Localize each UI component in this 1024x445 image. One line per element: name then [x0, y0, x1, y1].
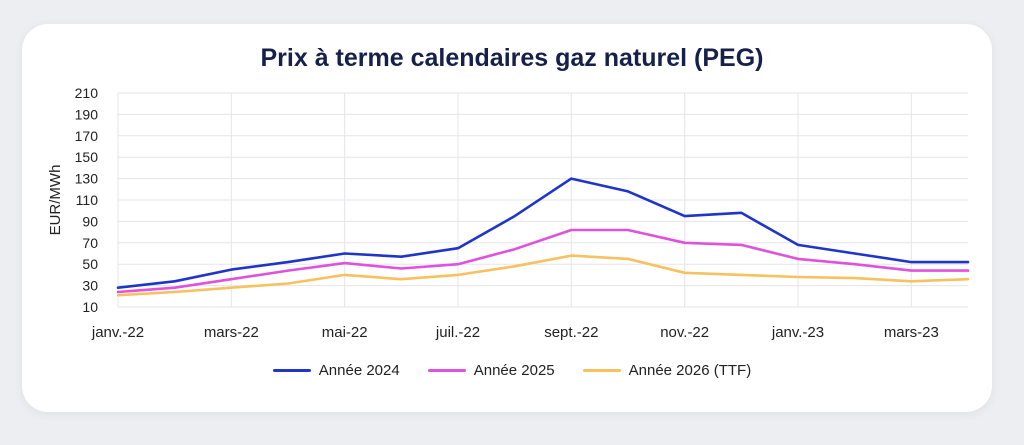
y-tick-label: 110 — [76, 192, 99, 208]
y-tick-label: 30 — [82, 278, 98, 294]
legend-swatch-2026 — [582, 369, 621, 372]
chart-title: Prix à terme calendaires gaz naturel (PE… — [260, 44, 764, 72]
y-tick-label: 150 — [75, 149, 99, 165]
y-axis-label: EUR/MWh — [47, 165, 64, 236]
x-tick-label: mars-23 — [884, 324, 939, 341]
x-tick-label: janv.-23 — [771, 324, 824, 341]
x-axis-ticks: janv.-22 mars-22 mai-22 juil.-22 sept.-22 nov… — [91, 324, 939, 341]
x-tick-label: sept.-22 — [544, 324, 598, 341]
legend-label-2025: Année 2025 — [473, 362, 555, 379]
series-line-0 — [116, 177, 970, 290]
y-tick-label: 90 — [82, 213, 98, 229]
y-tick-label: 130 — [75, 171, 99, 187]
legend-label-2026: Année 2026 (TTF) — [628, 362, 752, 379]
x-tick-label: janv.-22 — [91, 324, 144, 341]
x-tick-label: mars-22 — [204, 324, 259, 341]
y-tick-label: 10 — [82, 299, 98, 315]
legend-item-2025: Année 2025 — [427, 362, 555, 379]
series-lines — [116, 177, 970, 297]
grid-lines — [117, 92, 968, 308]
x-tick-label: juil.-22 — [435, 324, 480, 341]
y-tick-label: 170 — [75, 128, 99, 144]
y-tick-label: 210 — [75, 85, 99, 101]
legend-item-2026: Année 2026 (TTF) — [582, 362, 752, 379]
series-line-2 — [116, 254, 970, 297]
series-line-1 — [116, 228, 970, 294]
legend: Année 2024 Année 2025 Année 2026 (TTF) — [0, 362, 1024, 379]
x-tick-label: mai-22 — [322, 324, 368, 341]
y-tick-label: 190 — [75, 106, 99, 122]
y-tick-label: 70 — [82, 235, 98, 251]
y-axis-ticks: 10 30 50 70 90 110 130 150 170 190 210 — [75, 85, 99, 315]
legend-item-2024: Année 2024 — [272, 362, 400, 379]
legend-label-2024: Année 2024 — [318, 362, 400, 379]
legend-swatch-2024 — [272, 369, 311, 372]
y-tick-label: 50 — [82, 256, 98, 272]
x-tick-label: nov.-22 — [660, 324, 709, 341]
legend-swatch-2025 — [427, 369, 466, 372]
chart-card — [22, 24, 992, 412]
